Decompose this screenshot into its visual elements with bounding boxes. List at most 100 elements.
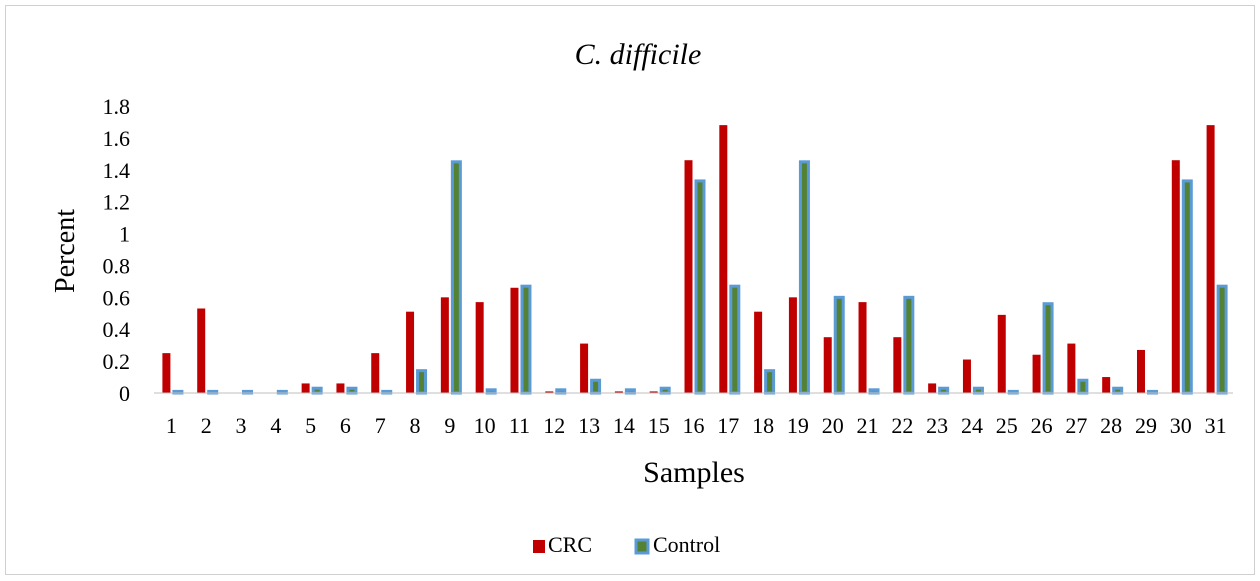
bar-control — [520, 284, 532, 395]
bar-crc — [823, 337, 832, 393]
bar-crc — [406, 311, 415, 393]
bar-chart: C. difficile Percent Samples 00.20.40.60… — [50, 38, 1233, 557]
x-tick-label: 30 — [1170, 413, 1192, 438]
bar-control — [1042, 302, 1054, 395]
y-tick-label: 1.4 — [103, 158, 131, 183]
bar-control — [798, 160, 810, 395]
x-tick-label: 10 — [474, 413, 496, 438]
x-tick-label: 8 — [410, 413, 421, 438]
x-tick-label: 27 — [1065, 413, 1087, 438]
bar-crc — [788, 297, 797, 393]
y-tick-label: 0.2 — [103, 349, 131, 374]
bar-crc — [962, 359, 971, 393]
bars — [162, 125, 1228, 395]
y-tick-label: 0 — [119, 381, 130, 406]
bar-control — [659, 386, 671, 395]
x-tick-label: 23 — [926, 413, 948, 438]
x-tick-label: 2 — [201, 413, 212, 438]
bar-control — [1216, 284, 1228, 395]
x-tick-label: 1 — [166, 413, 177, 438]
bar-crc — [371, 353, 380, 393]
bar-control — [938, 386, 950, 395]
bar-crc — [301, 383, 310, 393]
x-tick-label: 21 — [857, 413, 879, 438]
bar-crc — [649, 391, 658, 393]
x-tick-label: 22 — [891, 413, 913, 438]
chart-frame: C. difficile Percent Samples 0 0.2 0.4 0.6 0… — [5, 5, 1255, 575]
bar-control — [764, 369, 776, 395]
bar-control — [590, 378, 602, 395]
legend-label-control: Control — [653, 532, 720, 557]
x-tick-label: 13 — [578, 413, 600, 438]
bar-crc — [1067, 343, 1076, 393]
x-tick-label: 3 — [236, 413, 247, 438]
bar-crc — [754, 311, 763, 393]
x-tick-label: 17 — [717, 413, 739, 438]
x-tick-label: 24 — [961, 413, 983, 438]
x-tick-label: 28 — [1100, 413, 1122, 438]
x-tick-labels: 1 2 3 4 5 6 7 8 9 10 11 12 13 14 15 16 17 18 19 20 21 22 23 24 2… — [166, 413, 1227, 438]
bar-crc — [928, 383, 937, 393]
y-tick-label: 0.6 — [103, 285, 131, 310]
x-tick-label: 6 — [340, 413, 351, 438]
bar-control — [729, 284, 741, 395]
bar-control — [416, 369, 428, 395]
y-tick-label: 0.4 — [103, 317, 131, 342]
bar-control — [1112, 386, 1124, 395]
bar-crc — [510, 287, 519, 393]
bar-crc — [1136, 349, 1145, 393]
bar-control — [1077, 378, 1089, 395]
bar-control — [1181, 179, 1193, 395]
bar-crc — [197, 308, 206, 393]
bar-crc — [545, 391, 554, 393]
bar-crc — [684, 160, 693, 393]
x-tick-label: 31 — [1205, 413, 1227, 438]
chart-title: C. difficile — [575, 38, 702, 71]
x-tick-label: 7 — [375, 413, 386, 438]
legend-swatch-control — [634, 538, 650, 555]
bar-control — [972, 386, 984, 395]
bar-crc — [997, 314, 1006, 393]
legend-label-crc: CRC — [548, 532, 592, 557]
y-tick-label: 1.6 — [103, 126, 131, 151]
x-tick-label: 20 — [822, 413, 844, 438]
bar-crc — [336, 383, 345, 393]
bar-control — [694, 179, 706, 395]
bar-control — [346, 386, 358, 395]
legend: CRC Control — [533, 532, 720, 557]
bar-crc — [162, 353, 171, 393]
x-axis-label: Samples — [643, 456, 745, 489]
x-tick-label: 16 — [683, 413, 705, 438]
x-tick-label: 11 — [509, 413, 530, 438]
bar-crc — [719, 125, 728, 393]
bar-control — [311, 386, 323, 395]
bar-crc — [614, 391, 623, 393]
bar-crc — [580, 343, 589, 393]
bar-crc — [893, 337, 902, 393]
y-tick-label: 1 — [119, 222, 130, 247]
bar-crc — [1171, 160, 1180, 393]
x-tick-label: 26 — [1031, 413, 1053, 438]
y-tick-labels: 0 0.2 0.4 0.6 0.8 1 1.2 1.4 1.6 1.8 — [103, 94, 131, 406]
y-tick-label: 1.2 — [103, 190, 131, 215]
x-tick-label: 5 — [305, 413, 316, 438]
y-tick-label: 1.8 — [103, 94, 131, 119]
bar-crc — [1206, 125, 1215, 393]
x-tick-label: 14 — [613, 413, 635, 438]
x-tick-label: 29 — [1135, 413, 1157, 438]
y-tick-label: 0.8 — [103, 253, 131, 278]
bar-control — [450, 160, 462, 395]
y-axis-label: Percent — [50, 209, 81, 293]
bar-crc — [440, 297, 449, 393]
bar-crc — [858, 302, 867, 393]
x-tick-label: 4 — [270, 413, 281, 438]
x-tick-label: 9 — [444, 413, 455, 438]
x-tick-label: 25 — [996, 413, 1018, 438]
x-tick-label: 12 — [543, 413, 565, 438]
bar-crc — [1102, 377, 1111, 393]
bar-control — [833, 295, 845, 395]
x-tick-label: 15 — [648, 413, 670, 438]
bar-control — [903, 295, 915, 395]
bar-crc — [475, 302, 484, 393]
x-tick-label: 19 — [787, 413, 809, 438]
